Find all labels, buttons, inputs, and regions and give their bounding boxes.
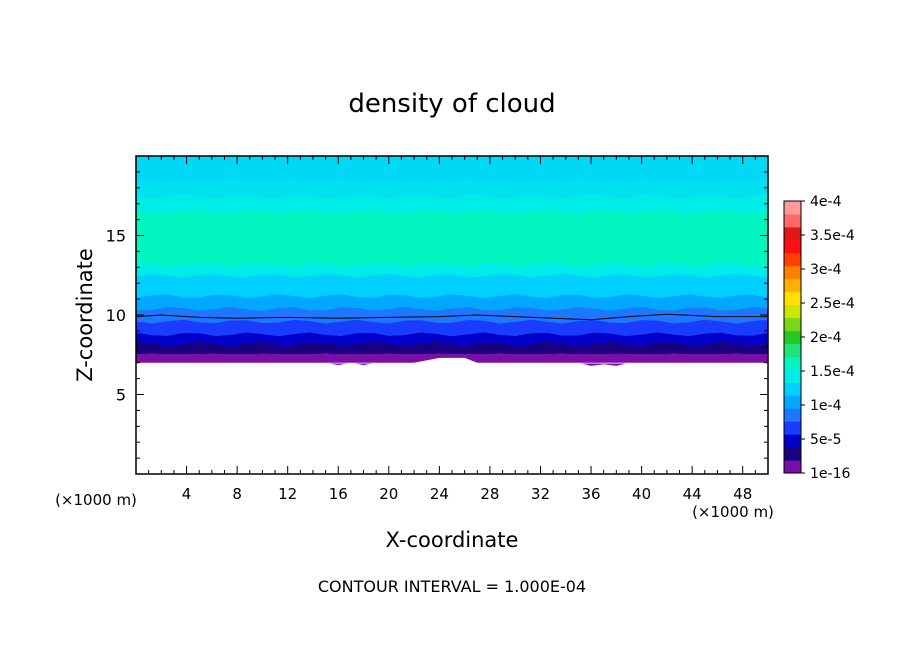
colorbar-swatch (784, 382, 801, 396)
x-tick-label: 24 (430, 485, 449, 503)
x-axis-label: X-coordinate (386, 528, 519, 552)
colorbar-swatch (784, 304, 801, 319)
colorbar-swatch (784, 421, 801, 435)
x-tick-label: 20 (379, 485, 398, 503)
colorbar-swatch (784, 291, 801, 306)
colorbar-swatch (784, 213, 801, 228)
y-tick-label: 5 (116, 386, 126, 405)
colorbar-swatch (784, 447, 801, 461)
colorbar-swatch (784, 239, 801, 254)
x-unit-label-left: (×1000 m) (55, 491, 137, 509)
y-axis-ticks: 5 10 15 (106, 155, 768, 475)
colorbar-swatch (784, 265, 801, 280)
x-tick-label: 32 (531, 485, 550, 503)
colorbar-tick-label: 1e-16 (810, 466, 850, 482)
x-tick-label: 48 (733, 485, 752, 503)
x-tick-label: 16 (329, 485, 348, 503)
y-tick-label: 10 (106, 306, 126, 325)
x-unit-label-right: (×1000 m) (692, 503, 774, 521)
x-tick-label: 8 (232, 485, 242, 503)
colorbar-tick-label: 5e-5 (810, 432, 841, 448)
contour-line-1e-4 (136, 313, 768, 321)
colorbar-swatch (784, 201, 801, 215)
x-tick-label: 36 (581, 485, 600, 503)
y-tick-label: 15 (106, 227, 126, 246)
colorbar-swatch (784, 408, 801, 422)
colorbar-tick-label: 2.5e-4 (810, 296, 855, 312)
x-tick-label: 28 (480, 485, 499, 503)
x-tick-label: 4 (182, 485, 192, 503)
contour-band-6 (136, 273, 768, 299)
colorbar-tick-label: 2e-4 (810, 330, 842, 346)
colorbar-tick-label: 1.5e-4 (810, 364, 855, 380)
x-axis-ticks: 4 8 12 16 20 24 28 32 36 40 44 48 (135, 156, 769, 503)
chart-title: density of cloud (348, 89, 555, 119)
colorbar-swatch (784, 317, 801, 332)
contour-band-8 (136, 209, 768, 267)
colorbar-swatch (784, 356, 801, 370)
colorbar-swatch (784, 369, 801, 383)
colorbar-tick-label: 3.5e-4 (810, 228, 855, 244)
colorbar-tick-label: 1e-4 (810, 398, 842, 414)
colorbar-swatch (784, 252, 801, 267)
cloud-base-gap (136, 357, 768, 364)
x-tick-label: 40 (632, 485, 651, 503)
contour-interval-footer: CONTOUR INTERVAL = 1.000E-04 (318, 577, 586, 596)
colorbar-tick-labels: 1e-16 5e-5 1e-4 1.5e-4 2e-4 2.5e-4 3e-4 3.5e-4 4… (801, 194, 855, 482)
colorbar-swatch (784, 343, 801, 357)
x-tick-label: 12 (278, 485, 297, 503)
x-tick-label: 44 (683, 485, 702, 503)
contour-band-11 (136, 156, 768, 183)
y-axis-label: Z-coordinate (73, 248, 97, 382)
colorbar (783, 200, 802, 474)
colorbar-swatch (784, 460, 801, 474)
plot-field (136, 156, 768, 366)
colorbar-swatch (784, 434, 801, 448)
colorbar-swatch (784, 226, 801, 241)
colorbar-tick-label: 4e-4 (810, 194, 842, 210)
colorbar-swatch (784, 278, 801, 293)
colorbar-swatch (784, 330, 801, 344)
colorbar-tick-label: 3e-4 (810, 262, 842, 278)
colorbar-swatch (784, 395, 801, 409)
